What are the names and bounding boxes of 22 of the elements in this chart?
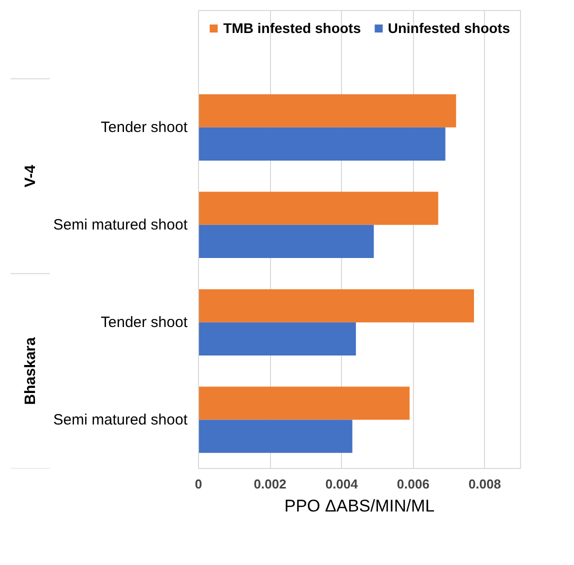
text: Bhaskara [22,336,39,405]
x-axis-title: PPO ΔABS/MIN/ML [284,496,435,516]
bar [198,420,352,453]
y-tick-label: Semi matured shoot [53,411,188,428]
x-tick-label: 0.002 [254,476,286,492]
bar [198,386,410,420]
y-tick-label: Tender shoot [100,118,188,136]
legend-label: Uninfested shoots [388,20,510,36]
bar [198,127,446,161]
y-tick-label: Semi matured shoot [53,216,188,234]
bar [198,192,438,225]
x-tick-label: 0.004 [325,476,359,492]
x-tick-label: 0.006 [396,476,430,492]
bar [198,322,356,356]
bar [198,289,474,322]
bar [198,94,456,128]
y-tick-label: Tender shoot [100,314,188,331]
text: V-4 [22,164,39,188]
legend-label: TMB infested shoots [223,20,361,36]
x-tick-label: 0 [194,476,202,492]
x-tick-label: 0.008 [468,476,502,492]
bar [198,224,374,258]
